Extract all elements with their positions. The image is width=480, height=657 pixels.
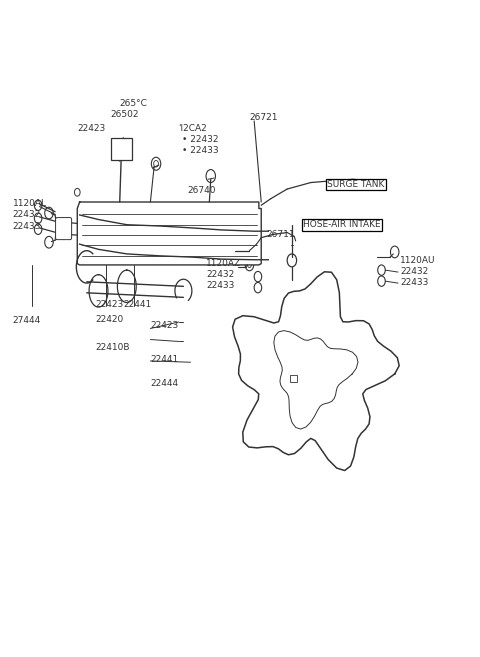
Text: 22432: 22432 bbox=[12, 210, 41, 219]
Text: 27444: 27444 bbox=[12, 316, 41, 325]
Text: 22433: 22433 bbox=[12, 221, 41, 231]
Text: 26740: 26740 bbox=[187, 186, 216, 195]
Polygon shape bbox=[77, 202, 261, 265]
Text: HOSE-AIR INTAKE: HOSE-AIR INTAKE bbox=[303, 220, 381, 229]
Text: 22420: 22420 bbox=[95, 315, 123, 324]
FancyBboxPatch shape bbox=[290, 374, 297, 382]
FancyBboxPatch shape bbox=[111, 139, 132, 160]
Text: 22423: 22423 bbox=[77, 124, 106, 133]
Text: 22433: 22433 bbox=[400, 278, 429, 287]
Text: • 22433: • 22433 bbox=[181, 147, 218, 155]
Text: 22433: 22433 bbox=[206, 281, 234, 290]
Text: 1120AL: 1120AL bbox=[12, 200, 47, 208]
Text: 1120AZ: 1120AZ bbox=[206, 259, 241, 268]
Text: 22444: 22444 bbox=[150, 379, 179, 388]
Text: 22441: 22441 bbox=[150, 355, 179, 364]
Circle shape bbox=[347, 401, 355, 411]
Text: • 22432: • 22432 bbox=[181, 135, 218, 145]
Text: 22441: 22441 bbox=[123, 300, 152, 309]
Text: 26721: 26721 bbox=[250, 113, 278, 122]
Text: 'l2CA2: 'l2CA2 bbox=[178, 124, 206, 133]
Polygon shape bbox=[233, 272, 399, 470]
Text: 26502: 26502 bbox=[110, 110, 139, 119]
Text: 22423: 22423 bbox=[150, 321, 179, 330]
Text: 22432: 22432 bbox=[400, 267, 429, 276]
Text: 22432: 22432 bbox=[206, 270, 234, 279]
Text: 265°C: 265°C bbox=[120, 99, 148, 108]
Text: 22423: 22423 bbox=[95, 300, 123, 309]
FancyBboxPatch shape bbox=[56, 217, 72, 240]
Text: SURGE TANK: SURGE TANK bbox=[327, 180, 384, 189]
Text: 22410B: 22410B bbox=[95, 344, 130, 352]
Text: 26711: 26711 bbox=[266, 230, 295, 239]
Text: 1120AU: 1120AU bbox=[400, 256, 436, 265]
